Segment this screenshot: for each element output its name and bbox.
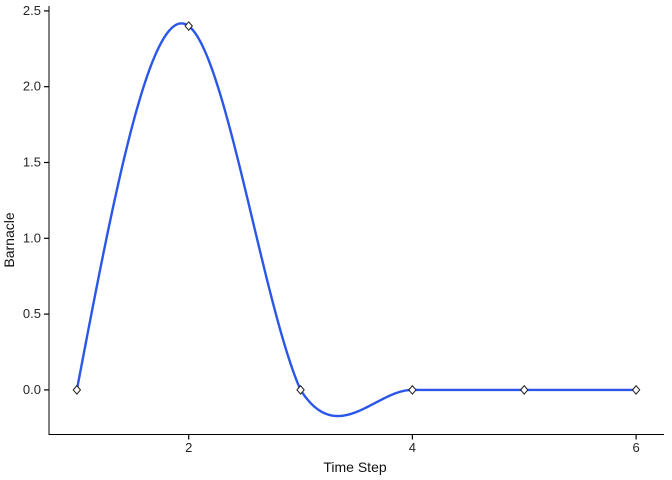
svg-text:2.0: 2.0 [23, 79, 41, 94]
svg-text:1.0: 1.0 [23, 230, 41, 245]
svg-text:2.5: 2.5 [23, 3, 41, 18]
svg-text:0.0: 0.0 [23, 382, 41, 397]
svg-text:Time Step: Time Step [323, 459, 386, 475]
svg-text:2: 2 [185, 440, 192, 455]
svg-text:0.5: 0.5 [23, 306, 41, 321]
svg-text:1.5: 1.5 [23, 155, 41, 170]
svg-text:6: 6 [632, 440, 639, 455]
svg-text:Barnacle: Barnacle [1, 212, 17, 267]
svg-text:4: 4 [409, 440, 416, 455]
